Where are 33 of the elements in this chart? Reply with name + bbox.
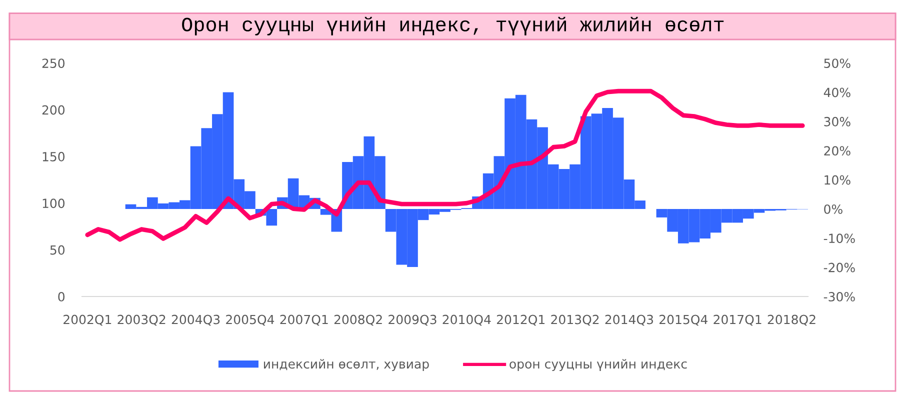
y2-tick-label: -10% — [824, 234, 855, 244]
y2-tick-label: -20% — [824, 262, 855, 272]
x-tick-label: 2007Q1 — [280, 314, 328, 326]
chart-title: Орон сууцны үнийн индекс, түүний жилийн өсөлт — [182, 16, 724, 36]
x-tick-label: 2014Q3 — [605, 314, 654, 326]
x-tick-label: 2003Q2 — [118, 314, 166, 326]
x-tick-label: 2010Q4 — [442, 314, 491, 326]
y-tick-label: 250 — [42, 58, 65, 68]
y2-tick-label: 20% — [824, 146, 850, 156]
y2-tick-label: 50% — [824, 58, 850, 68]
y2-tick-label: 30% — [824, 116, 850, 126]
x-tick-label: 2009Q3 — [388, 314, 436, 326]
legend-label: орон сууцны үнийн индекс — [510, 359, 687, 372]
y-tick-label: 100 — [42, 198, 65, 208]
x-tick-label: 2017Q1 — [714, 314, 762, 326]
x-tick-label: 2013Q2 — [551, 314, 599, 326]
y-tick-label: 150 — [42, 152, 65, 162]
y-tick-label: 0 — [58, 292, 65, 302]
x-tick-label: 2018Q2 — [768, 314, 816, 326]
x-tick-label: 2002Q1 — [64, 314, 112, 326]
y-tick-label: 50 — [50, 245, 65, 255]
x-tick-label: 2012Q1 — [496, 314, 544, 326]
y2-tick-label: 10% — [824, 175, 850, 185]
x-tick-label: 2004Q3 — [172, 314, 220, 326]
y-tick-label: 200 — [42, 105, 65, 115]
x-tick-label: 2005Q4 — [226, 314, 274, 326]
x-tick-label: 2008Q2 — [334, 314, 382, 326]
y2-tick-label: 0% — [824, 204, 842, 214]
line-series — [85, 88, 805, 242]
y2-tick-label: 40% — [824, 88, 850, 98]
legend-label: индексийн өсөлт, хувиар — [264, 359, 429, 372]
x-tick-label: 2015Q4 — [660, 314, 708, 326]
y2-tick-label: -30% — [824, 292, 855, 302]
